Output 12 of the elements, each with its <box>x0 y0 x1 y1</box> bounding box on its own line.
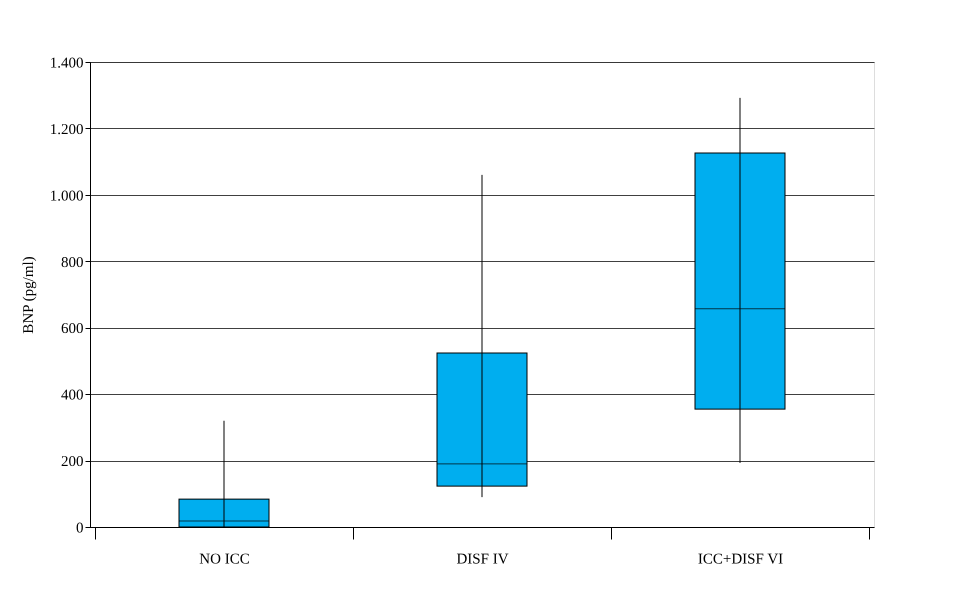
y-tick-label: 0 <box>76 520 84 536</box>
x-tick-label: ICC+DISF VI <box>698 552 784 568</box>
x-tick-label: DISF IV <box>456 552 509 568</box>
y-tick-label: 200 <box>61 454 84 470</box>
y-tick-label: 1.000 <box>50 188 84 204</box>
y-tick-label: 400 <box>61 388 84 404</box>
y-tick-label: 1.200 <box>50 122 84 138</box>
y-axis-title: BNP (pg/ml) <box>20 256 37 334</box>
y-tick-label: 800 <box>61 254 84 271</box>
y-tick-label: 1.400 <box>50 56 84 72</box>
y-tick-label: 600 <box>61 321 84 338</box>
x-tick-label: NO ICC <box>199 552 250 568</box>
